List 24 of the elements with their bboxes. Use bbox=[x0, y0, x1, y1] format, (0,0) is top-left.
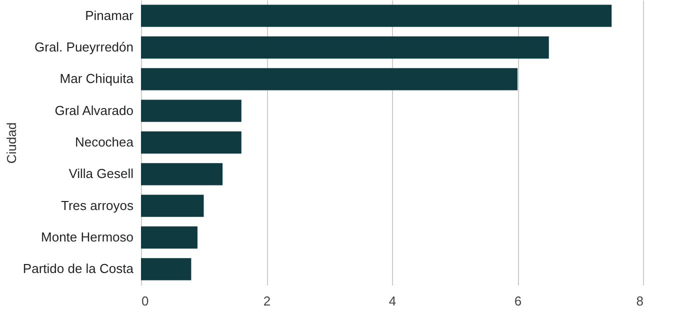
bar bbox=[141, 226, 198, 249]
bar bbox=[141, 258, 192, 280]
y-tick-label: Necochea bbox=[74, 134, 134, 150]
bar bbox=[141, 36, 549, 59]
bar bbox=[141, 131, 242, 154]
y-tick-label: Tres arroyos bbox=[61, 198, 134, 213]
y-tick-label: Villa Gesell bbox=[68, 166, 134, 182]
bar bbox=[141, 100, 242, 122]
y-tick-label: Gral. Pueyrredón bbox=[34, 40, 134, 54]
x-tick-label: 6 bbox=[514, 294, 522, 308]
y-axis-title: Ciudad bbox=[4, 122, 19, 164]
bar bbox=[141, 68, 518, 90]
y-tick-label: Partido de la Costa bbox=[22, 261, 134, 276]
bar bbox=[141, 194, 204, 217]
y-tick-label: Pinamar bbox=[85, 8, 134, 23]
y-tick-label: Gral Alvarado bbox=[54, 102, 134, 118]
x-tick-label: 2 bbox=[263, 294, 271, 308]
y-tick-label: Monte Hermoso bbox=[41, 230, 134, 244]
bar bbox=[141, 163, 223, 186]
x-tick-label: 8 bbox=[636, 294, 644, 308]
y-tick-label: Mar Chiquita bbox=[60, 71, 134, 86]
bar bbox=[141, 4, 612, 27]
x-tick-label: 4 bbox=[388, 294, 396, 308]
x-tick-label: 0 bbox=[142, 294, 149, 308]
